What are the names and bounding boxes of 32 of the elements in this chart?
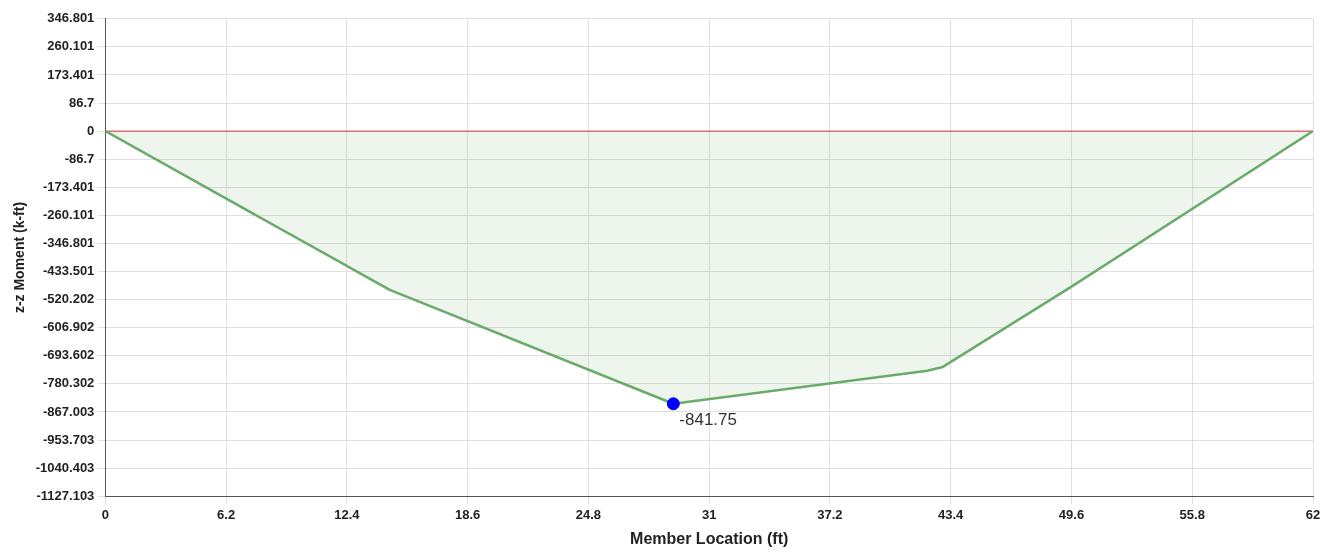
x-tick-label: 31: [701, 506, 717, 522]
y-tick-label: -780.302: [43, 375, 95, 391]
y-tick-label: -867.003: [43, 403, 95, 419]
y-tick-label: -260.101: [43, 206, 95, 222]
y-axis-title: z-z Moment (k-ft): [11, 201, 28, 314]
y-tick-label: 173.401: [47, 66, 95, 82]
x-tick-label: 37.2: [817, 506, 843, 522]
x-tick-label: 24.8: [575, 506, 602, 522]
x-tick-label: 0: [101, 506, 109, 522]
y-tick-label: -346.801: [43, 235, 95, 251]
data-label: -841.75: [679, 409, 738, 429]
y-tick-label: -606.902: [43, 319, 95, 335]
y-tick-label: -953.703: [43, 431, 95, 447]
y-tick-label: 260.101: [47, 38, 95, 54]
y-tick-label: -693.602: [43, 347, 95, 363]
x-tick-label: 12.4: [334, 506, 361, 522]
x-tick-label: 49.6: [1058, 506, 1085, 522]
y-tick-label: -520.202: [43, 291, 95, 307]
x-tick-label: 55.8: [1179, 506, 1205, 522]
x-tick-label: 18.6: [454, 506, 481, 522]
x-tick-label: 43.4: [938, 506, 965, 522]
y-tick-label: 346.801: [47, 10, 95, 26]
x-axis-title: Member Location (ft): [630, 529, 789, 547]
y-tick-label: -173.401: [43, 178, 95, 194]
y-tick-label: -433.501: [43, 263, 95, 279]
y-tick-label: 86.7: [69, 94, 95, 110]
y-tick-label: 0: [87, 122, 95, 138]
y-tick-label: -1127.103: [36, 487, 95, 503]
x-tick-label: 6.2: [217, 506, 236, 522]
y-tick-label: -86.7: [64, 150, 95, 166]
y-tick-label: -1040.403: [35, 459, 95, 475]
x-tick-label: 62: [1305, 506, 1321, 522]
